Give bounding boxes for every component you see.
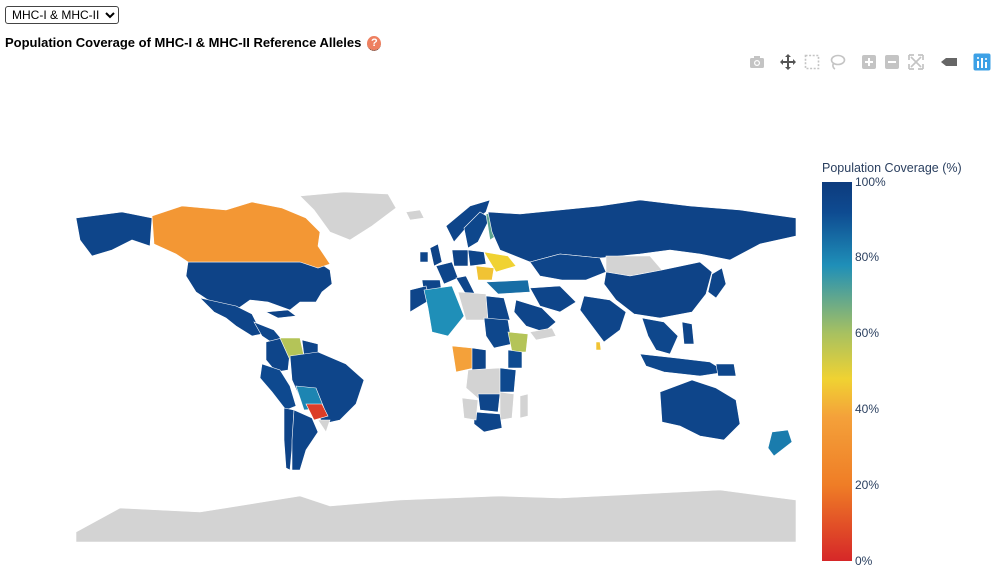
country-canada[interactable] <box>151 201 331 269</box>
country-namibia[interactable] <box>461 397 479 421</box>
country-southeast-asia[interactable] <box>641 317 679 355</box>
colorbar-tick-80: 80% <box>855 250 880 264</box>
country-germany[interactable] <box>451 249 469 267</box>
country-united-states[interactable] <box>185 261 333 311</box>
box-select-icon[interactable] <box>803 53 821 71</box>
colorbar-tick-40: 40% <box>855 402 880 416</box>
country-ethiopia[interactable] <box>507 331 529 353</box>
country-iran[interactable] <box>529 285 577 313</box>
country-ireland[interactable] <box>419 251 429 263</box>
country-brazil[interactable] <box>289 351 365 425</box>
country-cuba[interactable] <box>264 309 297 319</box>
allele-class-select-wrap: MHC-I & MHC-II <box>5 6 119 24</box>
country-kenya[interactable] <box>507 349 523 369</box>
country-iceland[interactable] <box>405 209 425 221</box>
country-nigeria[interactable] <box>451 345 475 373</box>
country-poland[interactable] <box>467 249 487 267</box>
country-alaska[interactable] <box>75 211 153 257</box>
country-antarctica[interactable] <box>75 489 797 543</box>
pan-icon[interactable] <box>779 53 797 71</box>
country-argentina[interactable] <box>291 409 319 471</box>
zoom-out-icon[interactable] <box>883 53 901 71</box>
country-japan[interactable] <box>707 267 727 299</box>
country-mozambique[interactable] <box>499 391 515 421</box>
country-tanzania[interactable] <box>499 367 517 393</box>
country-indonesia[interactable] <box>639 353 727 377</box>
country-china[interactable] <box>603 261 713 319</box>
country-russia[interactable] <box>487 199 797 263</box>
country-papua-new-guinea[interactable] <box>715 363 737 377</box>
chart-title-text: Population Coverage of MHC-I & MHC-II Re… <box>5 35 362 50</box>
country-sri-lanka[interactable] <box>595 341 602 351</box>
autoscale-icon[interactable] <box>907 53 925 71</box>
country-yemen[interactable] <box>529 327 557 341</box>
colorbar-tick-0: 0% <box>855 554 873 568</box>
lasso-select-icon[interactable] <box>828 53 846 71</box>
colorbar-tick-100: 100% <box>855 175 886 189</box>
colorbar-title: Population Coverage (%) <box>822 161 962 175</box>
country-cameroon[interactable] <box>471 347 487 371</box>
country-sudan[interactable] <box>483 317 513 349</box>
country-south-africa[interactable] <box>473 411 503 433</box>
colorbar-tick-60: 60% <box>855 326 880 340</box>
allele-class-select[interactable]: MHC-I & MHC-II <box>5 6 119 24</box>
chart-title: Population Coverage of MHC-I & MHC-II Re… <box>5 35 382 51</box>
plotly-logo-icon[interactable] <box>973 53 991 71</box>
country-zambia[interactable] <box>477 393 501 413</box>
country-kazakhstan[interactable] <box>529 253 607 281</box>
country-philippines[interactable] <box>681 321 695 345</box>
country-algeria[interactable] <box>423 285 465 337</box>
country-mexico[interactable] <box>199 297 263 337</box>
country-greenland[interactable] <box>299 191 397 241</box>
country-layer <box>75 191 797 543</box>
country-peru[interactable] <box>259 363 297 411</box>
colorbar-tick-20: 20% <box>855 478 880 492</box>
country-ukraine[interactable] <box>483 251 517 273</box>
country-egypt[interactable] <box>485 295 511 321</box>
country-madagascar[interactable] <box>519 393 529 419</box>
country-romania[interactable] <box>475 265 495 281</box>
reset-axes-icon[interactable] <box>940 53 958 71</box>
country-australia[interactable] <box>659 379 741 441</box>
country-turkey[interactable] <box>485 279 531 295</box>
colorbar <box>822 182 852 561</box>
question-circle-icon[interactable]: ? <box>367 36 382 51</box>
camera-icon[interactable] <box>748 53 766 71</box>
zoom-in-icon[interactable] <box>860 53 878 71</box>
country-united-kingdom[interactable] <box>429 243 443 267</box>
country-paraguay[interactable] <box>305 403 329 421</box>
country-uruguay[interactable] <box>317 419 331 433</box>
country-new-zealand[interactable] <box>767 429 793 457</box>
country-india[interactable] <box>579 295 627 343</box>
country-norway[interactable] <box>445 199 491 243</box>
country-sweden[interactable] <box>463 211 491 249</box>
